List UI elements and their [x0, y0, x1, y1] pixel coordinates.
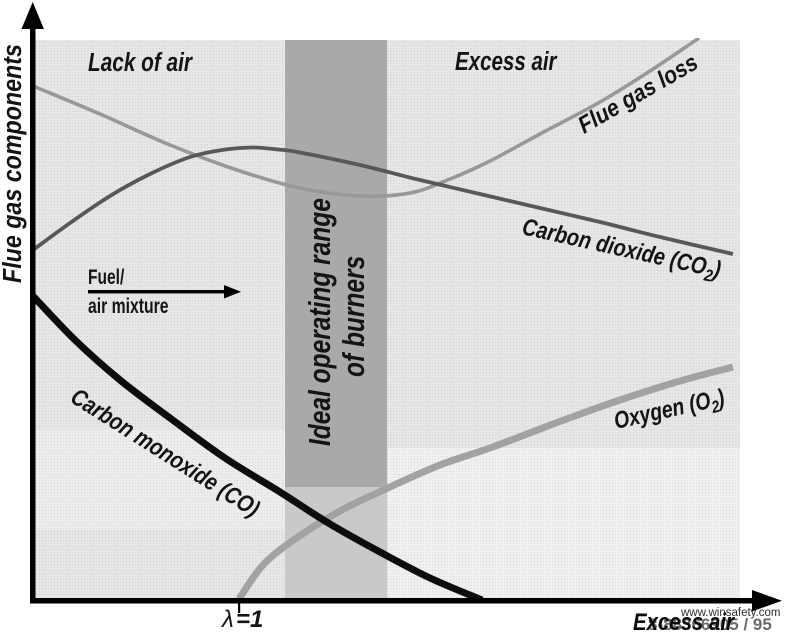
svg-text:8-88366905 / 95: 8-88366905 / 95 — [648, 615, 772, 634]
svg-text:of burners: of burners — [336, 256, 370, 377]
svg-text:Excess air: Excess air — [633, 608, 735, 635]
svg-text:Flue gas components: Flue gas components — [0, 44, 27, 283]
svg-text:λ: λ — [220, 606, 234, 633]
svg-text:Ideal operating range: Ideal operating range — [302, 198, 336, 446]
svg-text:Excess air: Excess air — [455, 47, 558, 76]
svg-text:Lack of air: Lack of air — [88, 48, 194, 77]
svg-text:www.winsafety.com: www.winsafety.com — [680, 607, 780, 619]
svg-text:Fuel/: Fuel/ — [88, 265, 124, 289]
svg-text:=1: =1 — [236, 606, 263, 633]
svg-text:air mixture: air mixture — [88, 294, 168, 318]
